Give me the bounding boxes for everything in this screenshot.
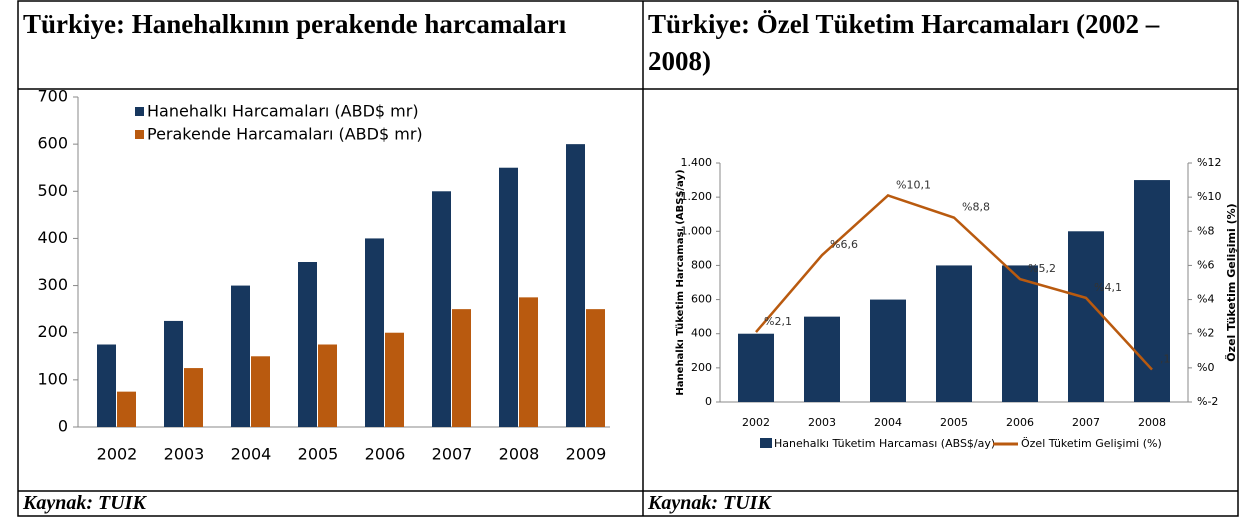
x-tick-label: 2009 [566,445,607,464]
data-label: %10,1 [896,178,931,191]
y-tick-label: 200 [37,322,68,341]
bar [936,265,972,402]
bar [452,309,471,427]
y-axis-label: Hanehalkı Tüketim Harcaması (ABS$/ay) [675,169,686,395]
source: Kaynak: TUIK [23,492,146,514]
bar [804,316,840,402]
x-tick-label: 2008 [1138,416,1166,429]
x-tick-label: 2004 [231,445,272,464]
y-tick-label: 300 [37,275,68,294]
bar [499,167,518,427]
bar [519,297,538,427]
y2-axis-label: Özel Tüketim Gelişimi (%) [1224,203,1238,361]
y-tick-label: 200 [691,361,712,374]
legend-label: Perakende Harcamaları (ABD$ mr) [147,125,423,144]
bar [1068,231,1104,402]
panel-title: Türkiye: Hanehalkının perakende harcamal… [23,9,567,39]
data-label: ,1 [1160,353,1171,366]
bar [566,144,585,427]
y2-tick-label: %-2 [1197,395,1218,408]
bar [298,262,317,427]
x-tick-label: 2005 [940,416,968,429]
bar [365,238,384,427]
y-tick-label: 1.000 [681,224,713,237]
source: Kaynak: TUIK [648,492,771,514]
y-tick-label: 500 [37,181,68,200]
bar [738,333,774,402]
x-tick-label: 2002 [742,416,770,429]
bar [870,299,906,402]
y-tick-label: 400 [37,228,68,247]
legend-label: Hanehalkı Harcamaları (ABD$ mr) [147,102,419,121]
y-tick-label: 600 [691,293,712,306]
y2-tick-label: %4 [1197,293,1214,306]
table-borders [17,0,1239,517]
x-tick-label: 2008 [499,445,540,464]
bar [318,344,337,427]
bar [586,309,605,427]
bar [184,368,203,427]
y-tick-label: 400 [691,327,712,340]
panel-title: Türkiye: Özel Tüketim Harcamaları (2002 … [648,9,1160,76]
x-tick-label: 2006 [1006,416,1034,429]
y-tick-label: 100 [37,369,68,388]
y-tick-label: 1.200 [681,190,713,203]
x-tick-label: 2005 [298,445,339,464]
y2-tick-label: %12 [1197,156,1221,169]
y-tick-label: 1.400 [681,156,713,169]
bar [432,191,451,427]
x-tick-label: 2007 [1072,416,1100,429]
data-label: %6,6 [830,238,858,251]
y-tick-label: 0 [58,417,68,436]
bar [1002,265,1038,402]
bar [385,332,404,427]
legend-label: Özel Tüketim Gelişimi (%) [1021,437,1162,450]
y2-tick-label: %8 [1197,224,1214,237]
x-tick-label: 2003 [164,445,205,464]
legend-swatch [135,130,144,139]
x-tick-label: 2006 [365,445,406,464]
y-tick-label: 700 [37,87,68,106]
bar [164,320,183,427]
x-tick-label: 2004 [874,416,902,429]
y2-tick-label: %2 [1197,327,1214,340]
data-label: %5,2 [1028,262,1056,275]
y-tick-label: 600 [37,134,68,153]
y2-tick-label: %6 [1197,258,1214,271]
bar [231,285,250,427]
y-tick-label: 800 [691,258,712,271]
x-tick-label: 2002 [97,445,138,464]
bar [117,391,136,427]
y-tick-label: 0 [705,395,712,408]
bar [251,356,270,427]
y2-tick-label: %10 [1197,190,1221,203]
data-label: %8,8 [962,201,990,214]
legend-label: Hanehalkı Tüketim Harcaması (ABS$/ay) [774,437,995,450]
line [755,194,1153,371]
x-tick-label: 2003 [808,416,836,429]
data-label: %4,1 [1094,281,1122,294]
legend-swatch [760,438,772,448]
legend-swatch [135,107,144,116]
border [17,0,1239,517]
x-tick-label: 2007 [432,445,473,464]
data-label: %2,1 [764,315,792,328]
y2-tick-label: %0 [1197,361,1214,374]
bar [97,344,116,427]
bar [1134,180,1170,402]
